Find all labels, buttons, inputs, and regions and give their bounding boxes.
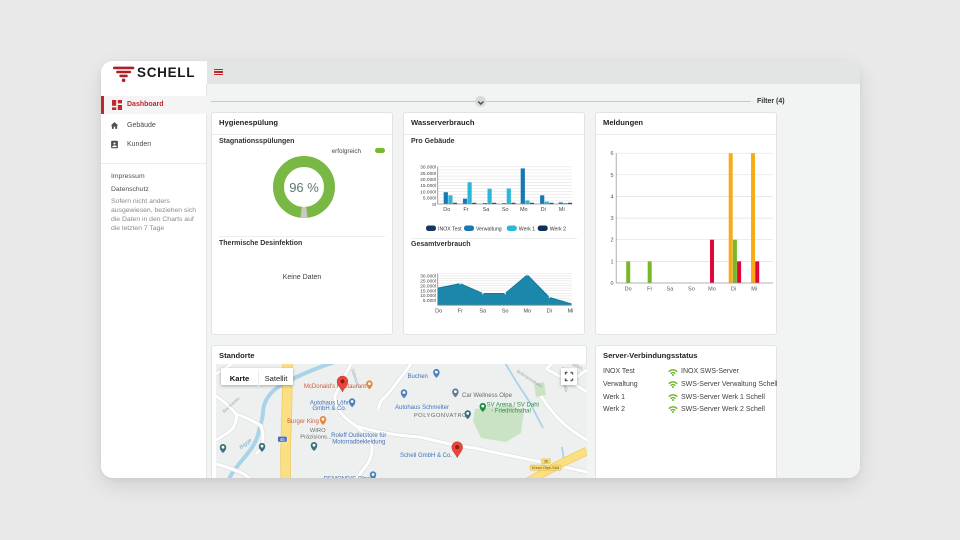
svg-text:INOX Test: INOX Test bbox=[438, 227, 462, 233]
svg-text:30.000l: 30.000l bbox=[420, 274, 436, 280]
svg-text:Haßley: Haßley bbox=[570, 364, 585, 371]
svg-text:Sa: Sa bbox=[667, 287, 675, 293]
svg-text:0l: 0l bbox=[432, 202, 436, 208]
svg-text:Do: Do bbox=[443, 207, 450, 213]
svg-text:Fr: Fr bbox=[458, 309, 463, 315]
svg-text:Mo: Mo bbox=[708, 287, 716, 293]
svg-text:5: 5 bbox=[610, 173, 613, 179]
svg-text:Schell GmbH & Co.: Schell GmbH & Co. bbox=[400, 453, 452, 459]
svg-text:- Friedrichsthal: - Friedrichsthal bbox=[491, 409, 531, 415]
svg-text:Mo: Mo bbox=[523, 309, 531, 315]
svg-text:Fr: Fr bbox=[647, 287, 652, 293]
svg-text:Werk 2: Werk 2 bbox=[550, 227, 566, 233]
svg-text:Di: Di bbox=[547, 309, 552, 315]
svg-text:15.000l: 15.000l bbox=[420, 288, 436, 294]
svg-text:Saßmicke: Saßmicke bbox=[350, 368, 361, 388]
svg-text:So: So bbox=[688, 287, 695, 293]
svg-text:Verwaltung: Verwaltung bbox=[476, 227, 502, 233]
svg-text:Mo: Mo bbox=[520, 207, 528, 213]
svg-text:15.000l: 15.000l bbox=[420, 183, 436, 189]
svg-text:96 %: 96 % bbox=[289, 180, 319, 195]
svg-text:Di: Di bbox=[541, 207, 546, 213]
svg-text:Burger King: Burger King bbox=[287, 419, 319, 425]
svg-text:4: 4 bbox=[610, 194, 613, 200]
svg-text:10.000l: 10.000l bbox=[420, 189, 436, 195]
svg-text:Mi: Mi bbox=[568, 309, 574, 315]
svg-text:20.000l: 20.000l bbox=[420, 284, 436, 290]
svg-text:POLYGONVATRO: POLYGONVATRO bbox=[414, 413, 467, 419]
svg-text:25.000l: 25.000l bbox=[420, 279, 436, 285]
svg-text:So: So bbox=[502, 207, 509, 213]
svg-text:Sa: Sa bbox=[483, 207, 491, 213]
svg-text:SV Arena / SV Dahl: SV Arena / SV Dahl bbox=[487, 403, 539, 409]
svg-text:20.000l: 20.000l bbox=[420, 177, 436, 183]
svg-text:30.000l: 30.000l bbox=[420, 165, 436, 171]
svg-text:Präzisions...: Präzisions... bbox=[300, 435, 332, 441]
svg-text:REMONDIS Olpe: REMONDIS Olpe bbox=[324, 477, 371, 479]
svg-text:6: 6 bbox=[610, 151, 613, 157]
svg-text:10.000l: 10.000l bbox=[420, 293, 436, 299]
svg-text:1: 1 bbox=[610, 259, 613, 265]
svg-text:25.000l: 25.000l bbox=[420, 171, 436, 177]
svg-text:So: So bbox=[502, 309, 509, 315]
svg-text:Mi: Mi bbox=[751, 287, 757, 293]
svg-text:Autohaus Schmelter: Autohaus Schmelter bbox=[395, 405, 449, 411]
svg-text:5.000l: 5.000l bbox=[423, 196, 436, 202]
svg-text:Sa: Sa bbox=[479, 309, 487, 315]
svg-text:0: 0 bbox=[610, 281, 613, 287]
svg-text:Werk 1: Werk 1 bbox=[519, 227, 535, 233]
svg-text:GmbH & Co.: GmbH & Co. bbox=[312, 406, 346, 412]
svg-text:Di: Di bbox=[731, 287, 736, 293]
svg-text:45: 45 bbox=[280, 437, 285, 442]
svg-text:Roleff Outletstore für: Roleff Outletstore für bbox=[331, 433, 386, 439]
svg-text:Car Wellness Olpe: Car Wellness Olpe bbox=[462, 393, 513, 399]
svg-text:Kreuz Olpe-Süd: Kreuz Olpe-Süd bbox=[532, 466, 559, 470]
svg-text:Fr: Fr bbox=[463, 207, 468, 213]
svg-text:Do: Do bbox=[435, 309, 442, 315]
svg-text:Autohaus Löhr: Autohaus Löhr bbox=[310, 400, 349, 406]
svg-text:Mi: Mi bbox=[559, 207, 565, 213]
svg-text:5.000l: 5.000l bbox=[423, 298, 436, 304]
svg-text:McDonald's Restaurant: McDonald's Restaurant bbox=[304, 384, 367, 390]
svg-text:Do: Do bbox=[625, 287, 632, 293]
svg-text:2: 2 bbox=[610, 238, 613, 244]
svg-text:WIRO: WIRO bbox=[310, 428, 326, 434]
svg-text:3: 3 bbox=[610, 216, 613, 222]
svg-text:Motorradbekleidung: Motorradbekleidung bbox=[332, 440, 385, 446]
svg-text:36: 36 bbox=[544, 460, 548, 464]
svg-text:Buchen: Buchen bbox=[408, 374, 428, 380]
